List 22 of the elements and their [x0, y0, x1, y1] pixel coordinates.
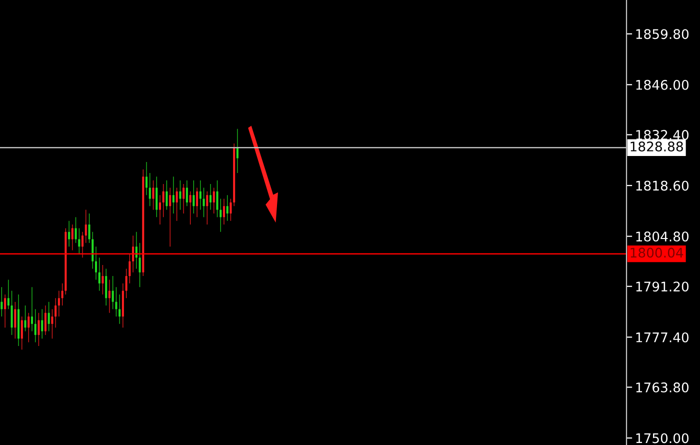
- y-tick-label: 1859.80: [636, 29, 689, 40]
- y-tick-label: 1804.80: [636, 232, 689, 242]
- y-tick-label: 1791.20: [636, 282, 689, 292]
- candlestick: [108, 280, 110, 313]
- candlestick: [146, 162, 148, 196]
- ref-line-label: 1828.88: [630, 142, 683, 152]
- y-tick-label: 1750.00: [636, 433, 689, 444]
- candlestick: [68, 220, 70, 247]
- candlestick: [4, 294, 6, 328]
- candlestick: [222, 198, 225, 225]
- y-tick-label: 1818.60: [636, 180, 689, 191]
- candlestick: [30, 287, 34, 332]
- y-tick-label: 1763.80: [636, 382, 689, 392]
- candlestick: [94, 246, 98, 280]
- candlestick: [172, 176, 174, 214]
- ref-line-label: 1800.04: [630, 248, 684, 258]
- candlestick: [158, 195, 162, 225]
- y-tick-label: 1777.40: [636, 332, 689, 342]
- y-tick-label: 1846.00: [636, 80, 689, 90]
- candlestick: [236, 128, 238, 173]
- candlestick: [210, 184, 212, 210]
- candlestick: [132, 236, 134, 272]
